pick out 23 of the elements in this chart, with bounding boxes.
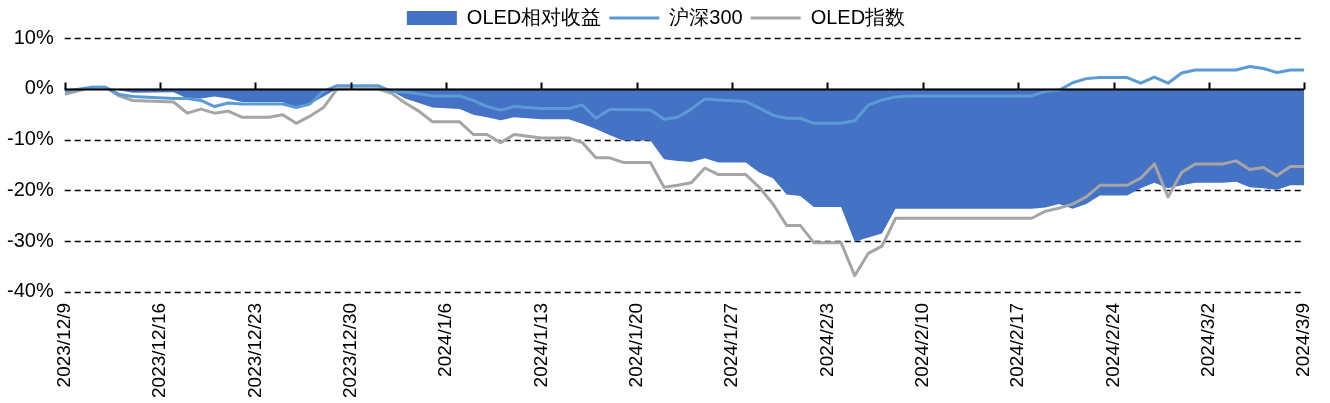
x-tick-label: 2024/2/10 xyxy=(911,302,933,388)
y-tick-label: -40% xyxy=(6,279,54,302)
x-tick-label: 2024/2/3 xyxy=(815,302,837,377)
x-tick-label: 2023/12/23 xyxy=(243,302,265,398)
x-tick-label: 2024/1/27 xyxy=(720,302,742,388)
x-tick-label: 2024/2/24 xyxy=(1101,302,1123,388)
x-tick-label: 2023/12/16 xyxy=(148,302,170,398)
x-tick-label: 2024/3/2 xyxy=(1197,302,1219,377)
x-tick-label: 2024/1/13 xyxy=(529,302,551,388)
x-tick-label: 2024/1/6 xyxy=(434,302,456,377)
x-tick-label: 2024/3/9 xyxy=(1292,302,1314,377)
x-tick-label: 2023/12/9 xyxy=(52,302,74,388)
y-tick-label: 10% xyxy=(13,25,54,48)
x-tick-label: 2023/12/30 xyxy=(338,302,360,398)
y-tick-label: 0% xyxy=(24,76,54,99)
x-tick-label: 2024/2/17 xyxy=(1006,302,1028,388)
legend-label: OLED相对收益 xyxy=(466,5,602,28)
legend-label: OLED指数 xyxy=(810,5,906,28)
y-tick-label: -10% xyxy=(6,127,54,150)
x-tick-label: 2024/1/20 xyxy=(625,302,647,388)
y-tick-label: -20% xyxy=(6,177,54,200)
legend-label: 沪深300 xyxy=(669,5,743,28)
y-tick-label: -30% xyxy=(6,228,54,251)
